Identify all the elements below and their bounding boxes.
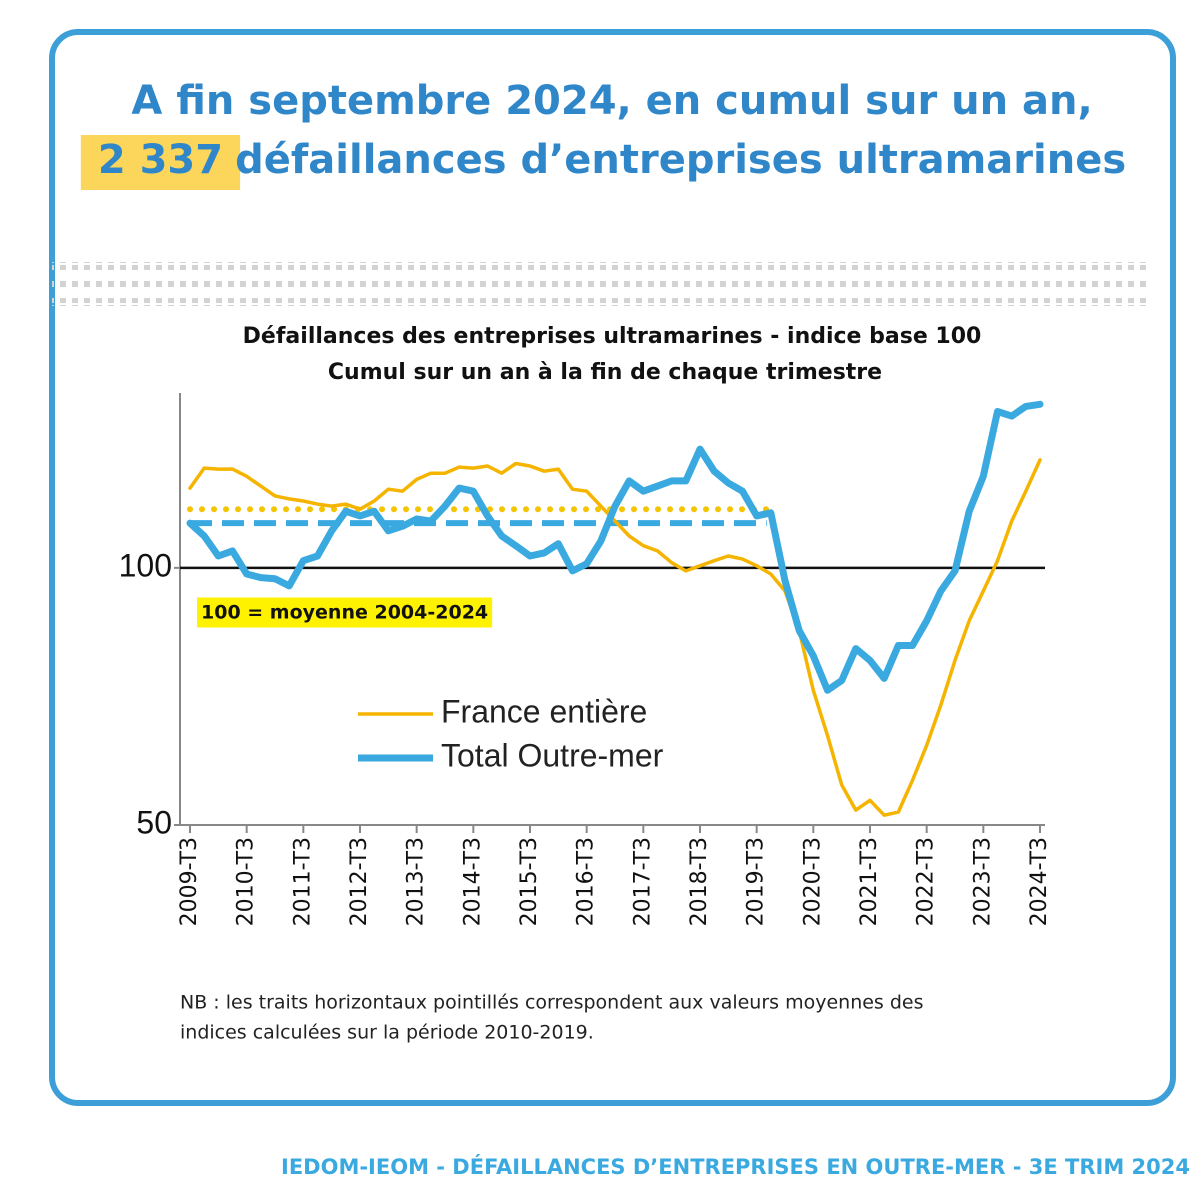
headline: A fin septembre 2024, en cumul sur un an… (131, 78, 1092, 124)
x-tick-label: 2023-T3 (970, 837, 995, 926)
footer: IEDOM-IEOM - DÉFAILLANCES D’ENTREPRISES … (281, 1154, 1190, 1179)
x-tick-label: 2011-T3 (290, 837, 315, 926)
legend-label: France entière (441, 693, 647, 729)
separator (52, 262, 1152, 306)
y-tick-label: 100 (119, 547, 172, 583)
chart-title: Défaillances des entreprises ultramarine… (243, 324, 982, 349)
x-tick-label: 2017-T3 (630, 837, 655, 926)
x-tick-label: 2013-T3 (404, 837, 429, 926)
x-tick-label: 2024-T3 (1027, 837, 1052, 926)
x-tick-label: 2014-T3 (460, 837, 485, 926)
series-line (188, 458, 1042, 817)
x-tick-label: 2021-T3 (857, 837, 882, 926)
legend-label: Total Outre-mer (441, 737, 664, 773)
x-tick-label: 2016-T3 (574, 837, 599, 926)
series-line (186, 400, 1044, 694)
x-tick-label: 2019-T3 (744, 837, 769, 926)
note: NB : les traits horizontaux pointillés c… (180, 992, 924, 1014)
x-tick-label: 2018-T3 (687, 837, 712, 926)
x-tick-label: 2009-T3 (177, 837, 202, 926)
chart-title: Cumul sur un an à la fin de chaque trime… (328, 360, 882, 385)
headline: défaillances d’entreprises ultramarines (235, 137, 1126, 183)
x-tick-label: 2010-T3 (234, 837, 259, 926)
annotation: 100 = moyenne 2004-2024 (201, 602, 488, 624)
note: indices calculées sur la période 2010-20… (180, 1022, 594, 1044)
x-tick-label: 2022-T3 (914, 837, 939, 926)
y-tick-label: 50 (136, 804, 172, 840)
annotation-box (197, 597, 493, 628)
headline-highlight: 2 337 (98, 137, 223, 183)
x-tick-label: 2020-T3 (800, 837, 825, 926)
x-tick-label: 2012-T3 (347, 837, 372, 926)
x-tick-label: 2015-T3 (517, 837, 542, 926)
highlight-box (80, 135, 241, 190)
